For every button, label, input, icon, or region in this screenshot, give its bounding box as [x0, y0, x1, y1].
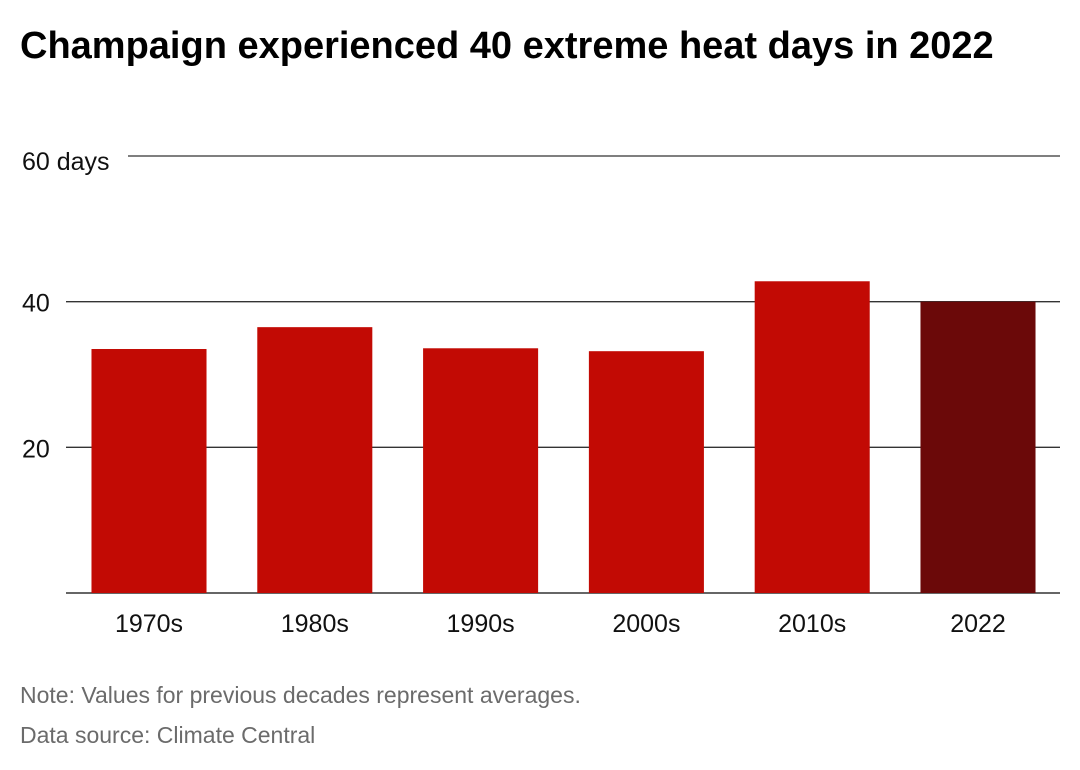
x-tick-label-2000s: 2000s [612, 610, 680, 638]
x-tick-label-1980s: 1980s [281, 610, 349, 638]
bar-1980s [257, 327, 373, 593]
gridlines [66, 155, 1060, 594]
y-tick-label: 60 days [22, 148, 110, 176]
bar-2022 [920, 301, 1036, 593]
y-tick-label: 40 [22, 290, 50, 318]
data-source: Data source: Climate Central [20, 722, 316, 748]
x-tick-label-1990s: 1990s [447, 610, 515, 638]
x-tick-label-1970s: 1970s [115, 610, 183, 638]
y-tick-label: 20 [22, 435, 50, 463]
bar-1990s [423, 348, 539, 593]
bar-2010s [754, 281, 870, 593]
footnote: Note: Values for previous decades repres… [20, 682, 581, 708]
x-tick-label-2010s: 2010s [778, 610, 846, 638]
bar-2000s [588, 351, 704, 593]
y-tick-labels: 20 40 60 days [22, 148, 110, 463]
bar-1970s [91, 349, 207, 593]
x-tick-labels: 1970s 1980s 1990s 2000s 2010s 2022 [115, 610, 1006, 638]
x-tick-label-2022: 2022 [950, 610, 1006, 638]
chart-title: Champaign experienced 40 extreme heat da… [20, 25, 994, 67]
bars [91, 281, 1036, 593]
